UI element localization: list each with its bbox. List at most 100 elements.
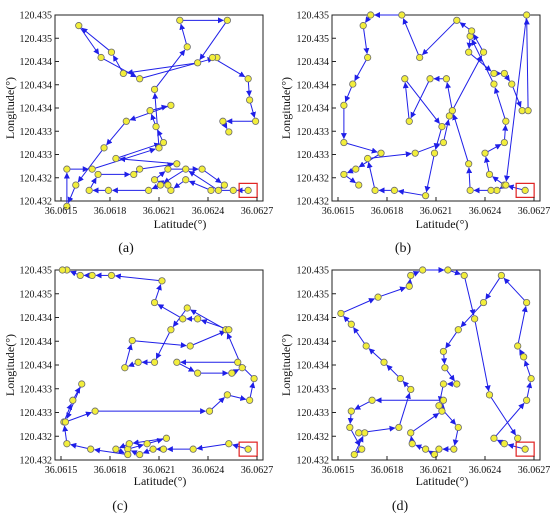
route-point <box>377 149 385 157</box>
x-tick-label: 36.0621 <box>143 206 176 217</box>
x-ticks: 36.0615 36.0618 36.0621 36.0624 36.0627 <box>45 197 273 217</box>
route-point <box>246 396 254 404</box>
route-point <box>493 186 501 194</box>
y-tick-label: 120.433 <box>20 127 53 138</box>
route-segment <box>415 143 441 154</box>
route-segment <box>466 167 473 191</box>
route-point <box>88 165 96 173</box>
panel-b: 120.435 120.435 120.434 120.434 120.434 120.4… <box>279 11 550 257</box>
route-segment <box>106 120 127 146</box>
x-axis-label: Latitude(°) <box>154 217 207 231</box>
x-axis-label: Latitude(°) <box>416 474 469 488</box>
route-point <box>439 347 448 356</box>
y-axis-label: Longitude(°) <box>3 77 17 139</box>
y-tick-label: 120.435 <box>297 289 330 300</box>
y-tick-label: 120.435 <box>20 266 53 277</box>
panel-label: (b) <box>395 241 412 256</box>
route-point <box>136 165 144 173</box>
y-tick-label: 120.433 <box>297 384 330 395</box>
route-point <box>514 342 522 350</box>
route-segment <box>445 329 459 349</box>
route-segment <box>511 83 522 108</box>
route-point <box>362 342 370 350</box>
route-segment <box>460 302 484 328</box>
route-point <box>58 266 67 274</box>
route-point <box>228 369 236 377</box>
route-segment <box>340 298 375 314</box>
panel-label: (a) <box>118 241 134 256</box>
route-point <box>500 138 508 147</box>
route-point <box>119 69 127 78</box>
route-point <box>134 358 142 366</box>
route-lines <box>63 17 256 207</box>
route-point <box>72 181 80 189</box>
route-point <box>128 336 136 345</box>
route-point <box>149 445 157 453</box>
x-tick-label: 36.0618 <box>94 465 127 476</box>
x-tick-label: 36.0615 <box>45 206 78 217</box>
route-point <box>468 27 476 35</box>
route-point <box>194 369 202 377</box>
route-segment <box>367 151 412 159</box>
route-point <box>244 75 252 83</box>
route-point <box>150 298 159 307</box>
route-point <box>143 440 151 448</box>
route-point <box>246 96 254 104</box>
route-segment <box>503 14 528 182</box>
route-point <box>244 186 252 194</box>
route-point <box>194 59 202 67</box>
route-point <box>107 48 116 56</box>
route-point <box>159 138 168 147</box>
route-segment <box>503 277 527 303</box>
route-point <box>364 154 372 163</box>
y-tick-label: 120.434 <box>297 104 330 115</box>
route-point <box>337 309 345 318</box>
y-ticks: 120.435 120.435 120.434 120.434 120.434 120.4… <box>297 11 336 208</box>
route-point <box>122 117 130 125</box>
route-segment <box>119 156 177 165</box>
y-tick-label: 120.433 <box>20 408 53 419</box>
route-segment <box>398 392 411 428</box>
route-segment <box>442 119 451 143</box>
route-point <box>219 117 227 125</box>
y-tick-label: 120.432 <box>20 197 53 208</box>
y-tick-label: 120.433 <box>297 150 330 161</box>
route-point <box>347 320 355 328</box>
y-tick-label: 120.434 <box>297 57 330 68</box>
route-segment <box>81 27 112 53</box>
route-segment <box>132 437 167 446</box>
route-point <box>465 48 473 56</box>
route-point <box>441 364 449 372</box>
route-point <box>223 16 231 24</box>
route-segment <box>471 39 495 85</box>
route-point <box>396 374 404 383</box>
route-point <box>411 149 419 157</box>
y-tick-label: 120.432 <box>297 197 330 208</box>
highlight-box <box>515 182 535 198</box>
y-tick-label: 120.432 <box>20 173 53 184</box>
route-points <box>340 11 532 200</box>
route-point <box>514 434 522 442</box>
route-point <box>346 423 354 432</box>
route-segment <box>493 402 525 439</box>
route-point <box>465 160 473 168</box>
y-axis-label: Longitude(°) <box>279 334 293 396</box>
route-point <box>430 149 439 157</box>
route-point <box>162 434 171 442</box>
route-point <box>500 440 508 448</box>
route-point <box>419 266 427 274</box>
route-segment <box>404 78 440 124</box>
route-point <box>173 160 181 168</box>
y-tick-label: 120.432 <box>20 456 53 467</box>
route-segment <box>78 25 100 55</box>
route-point <box>405 282 413 290</box>
route-segment <box>362 25 370 55</box>
route-point <box>358 445 366 453</box>
route-segment <box>100 57 137 78</box>
route-point <box>471 315 479 323</box>
x-tick-label: 36.0615 <box>322 465 355 476</box>
route-point <box>121 364 129 372</box>
route-point <box>183 304 191 312</box>
route-segment <box>190 330 226 347</box>
route-point <box>208 53 217 62</box>
